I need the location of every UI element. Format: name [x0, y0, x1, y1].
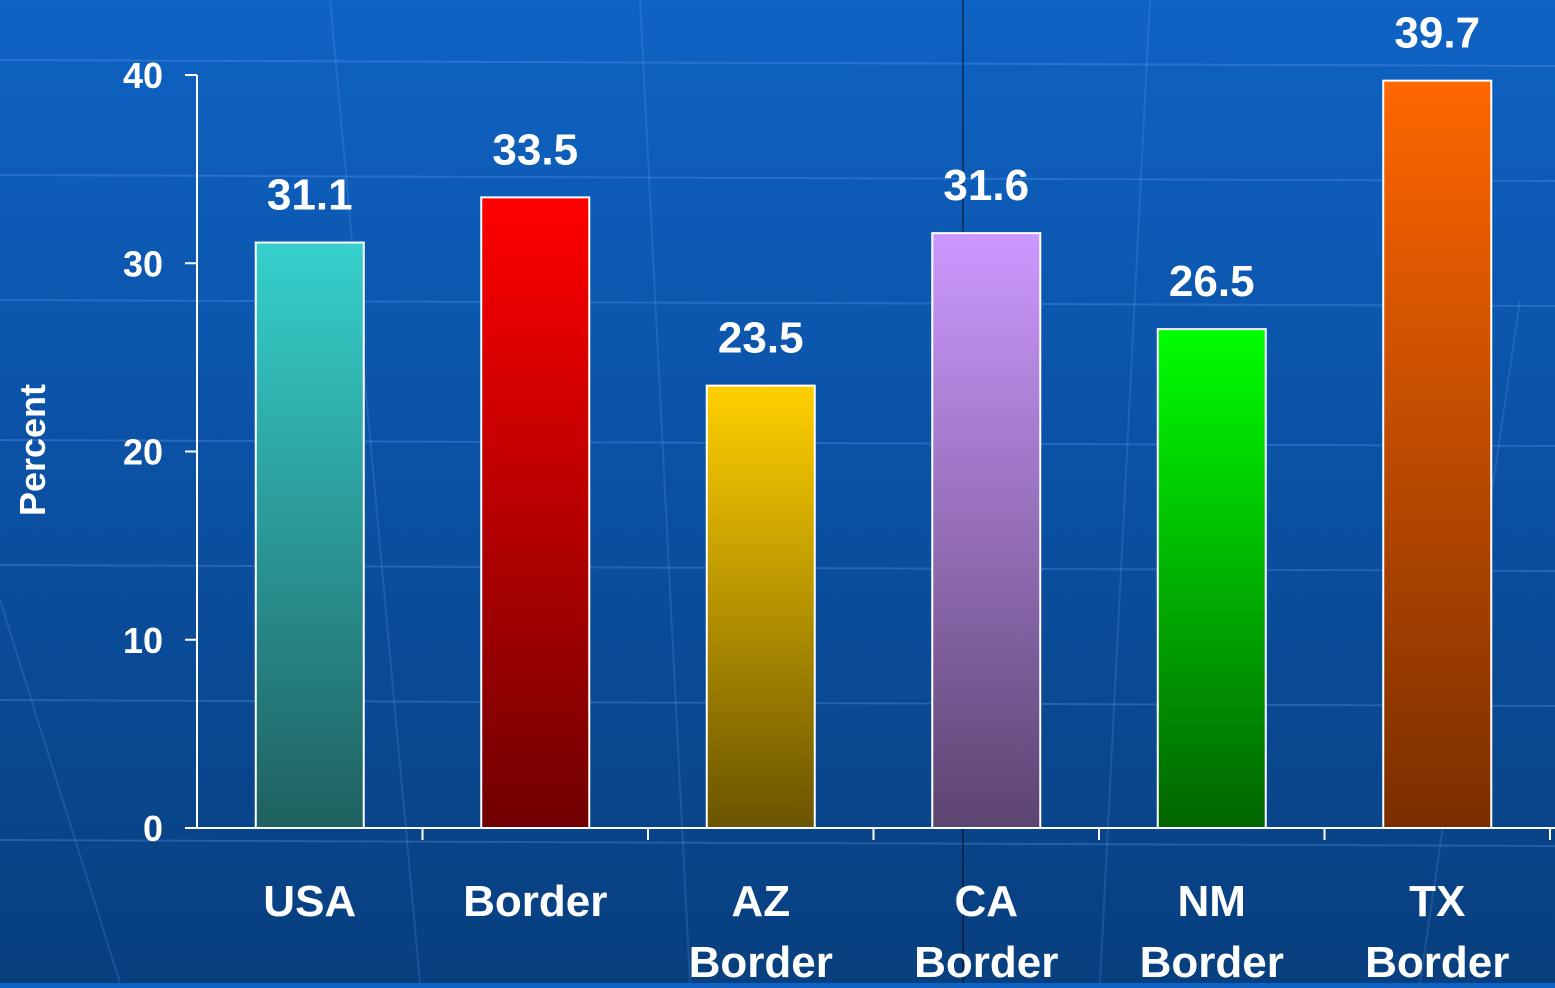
background-line	[639, 0, 691, 984]
x-tick-label: CA	[954, 877, 1018, 926]
y-tick-label: 10	[123, 620, 163, 661]
background-line	[1099, 0, 1151, 984]
labels: 31.1 USA 33.5 Border 23.5 AZ Border 31.6 CA Borde…	[263, 9, 1509, 987]
background-line	[0, 299, 1555, 307]
background-line	[0, 599, 121, 984]
x-tick-label: TX	[1409, 877, 1465, 926]
data-label: 39.7	[1394, 9, 1480, 58]
data-label: 31.1	[267, 171, 353, 220]
bars	[254, 79, 1493, 830]
background-line	[0, 59, 1555, 67]
y-tick-label: 20	[123, 432, 163, 473]
data-label: 26.5	[1169, 257, 1255, 306]
bar	[1156, 328, 1267, 829]
y-tick-label: 0	[143, 808, 163, 849]
bar	[254, 241, 365, 830]
x-tick-label: USA	[263, 877, 356, 926]
background-line	[329, 0, 421, 984]
bar	[705, 384, 816, 829]
x-tick-label: NM	[1178, 877, 1246, 926]
x-tick-label: Border	[1365, 938, 1509, 983]
y-tick-label: 40	[123, 55, 163, 96]
background-line	[0, 174, 1555, 182]
data-label: 23.5	[718, 314, 804, 363]
bar	[1382, 79, 1493, 829]
y-tick-label: 30	[123, 243, 163, 284]
background-line	[0, 839, 1555, 847]
x-tick-label: AZ	[731, 877, 790, 926]
data-label: 31.6	[943, 161, 1029, 210]
axes: 0 10 20 30 40	[123, 55, 1555, 849]
x-tick-label: Border	[1140, 938, 1284, 983]
x-tick-label: Border	[689, 938, 833, 983]
x-tick-label: Border	[914, 938, 1058, 983]
bar	[931, 232, 1042, 829]
data-label: 33.5	[492, 125, 578, 174]
x-tick-label: Border	[463, 877, 607, 926]
y-axis-label: Percent	[12, 384, 53, 516]
bar	[480, 196, 591, 830]
